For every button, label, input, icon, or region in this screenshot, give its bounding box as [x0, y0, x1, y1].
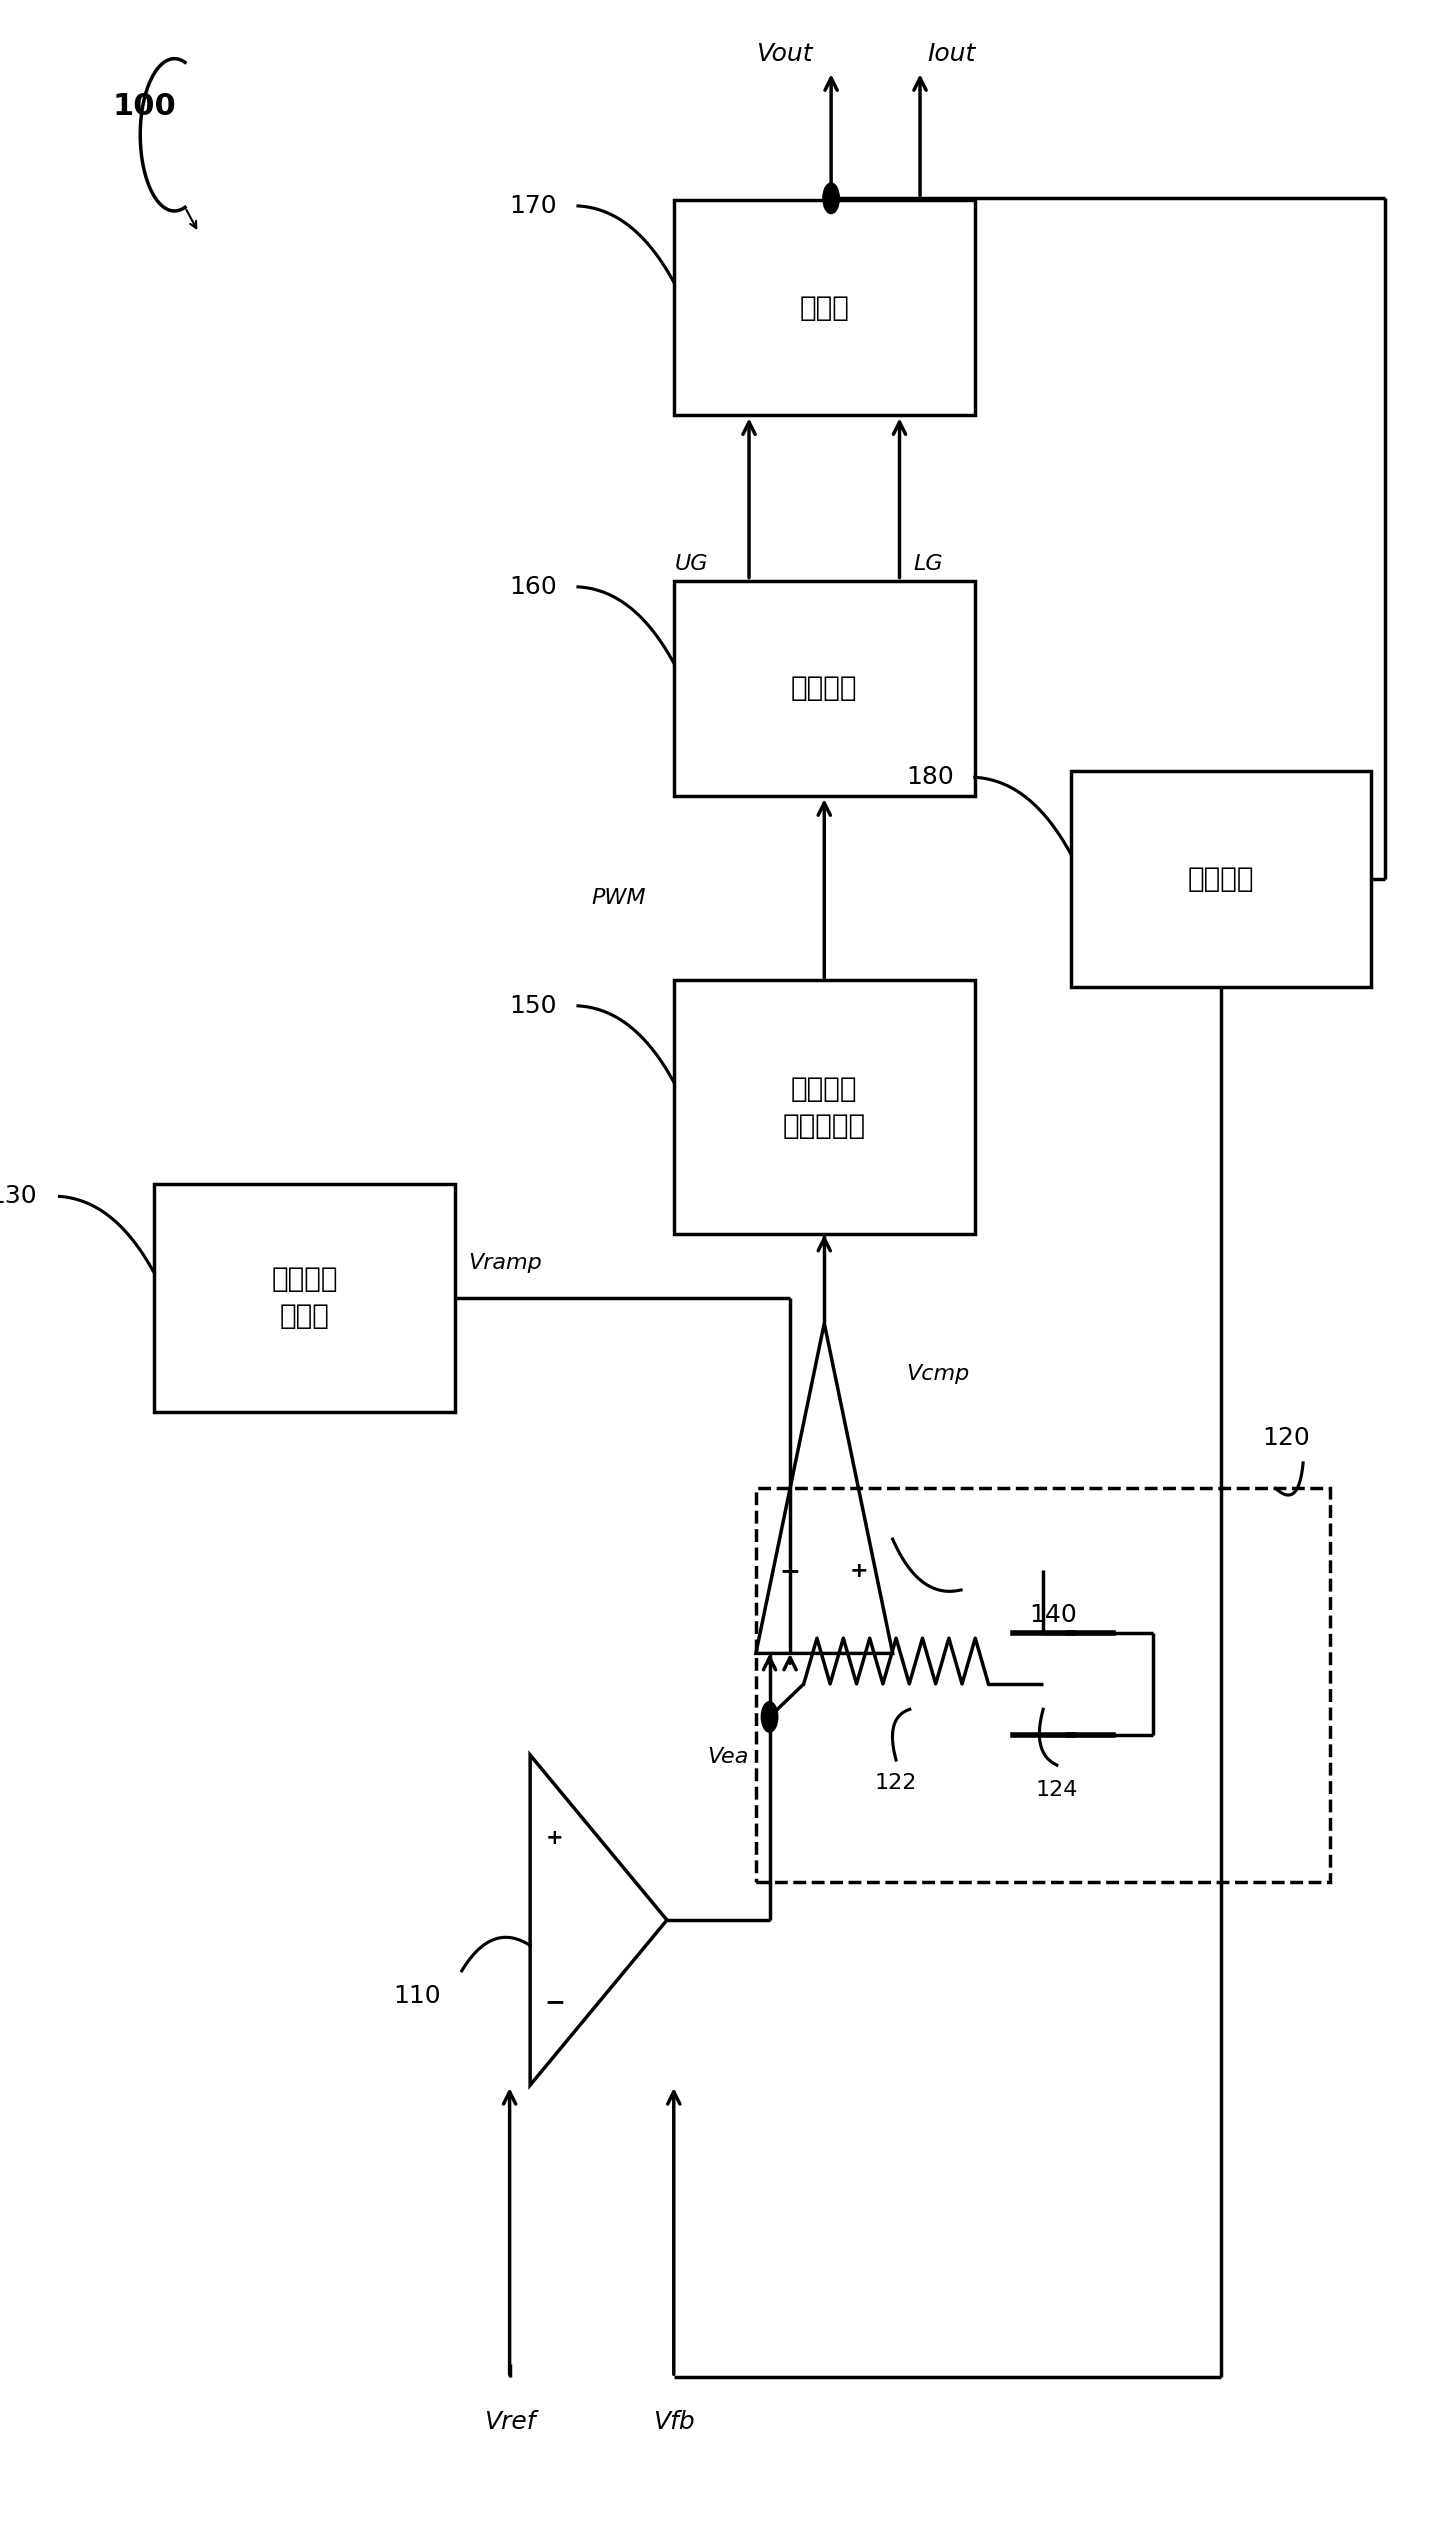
Text: Iout: Iout	[927, 43, 975, 66]
Bar	[1070, 771, 1372, 987]
Text: +: +	[546, 1827, 563, 1848]
Text: +: +	[849, 1560, 867, 1580]
Text: −: −	[544, 1990, 566, 2016]
Text: LG: LG	[913, 555, 943, 575]
Text: 170: 170	[510, 193, 557, 219]
Bar	[154, 1183, 454, 1412]
Text: Vramp: Vramp	[469, 1252, 543, 1272]
Text: UG: UG	[674, 555, 707, 575]
Text: 122: 122	[875, 1774, 917, 1792]
Text: Vref: Vref	[484, 2410, 536, 2433]
Text: 150: 150	[510, 995, 557, 1018]
Bar	[674, 980, 975, 1234]
Text: 三角波产
生电路: 三角波产 生电路	[272, 1265, 337, 1331]
Text: 110: 110	[393, 1985, 442, 2008]
Bar	[674, 580, 975, 797]
Text: 140: 140	[1029, 1603, 1077, 1626]
Text: 160: 160	[510, 575, 557, 598]
Text: Vea: Vea	[707, 1748, 749, 1766]
Text: 反馈电路: 反馈电路	[1187, 865, 1255, 893]
Circle shape	[823, 183, 839, 214]
Circle shape	[762, 1703, 777, 1733]
Text: −: −	[780, 1560, 800, 1583]
Bar	[674, 199, 975, 415]
Text: 180: 180	[906, 766, 955, 789]
Text: 功率级: 功率级	[799, 293, 849, 321]
Text: 130: 130	[0, 1183, 37, 1209]
Text: 脉宽调变
信号产生器: 脉宽调变 信号产生器	[783, 1074, 866, 1140]
Text: PWM: PWM	[592, 888, 646, 909]
Text: 100: 100	[113, 92, 177, 120]
Text: Vout: Vout	[756, 43, 812, 66]
Bar	[756, 1489, 1330, 1881]
Text: 120: 120	[1262, 1425, 1310, 1451]
Text: 驱动电路: 驱动电路	[792, 674, 857, 702]
Text: 124: 124	[1036, 1782, 1077, 1799]
Text: Vcmp: Vcmp	[906, 1364, 970, 1384]
Text: Vfb: Vfb	[653, 2410, 694, 2433]
